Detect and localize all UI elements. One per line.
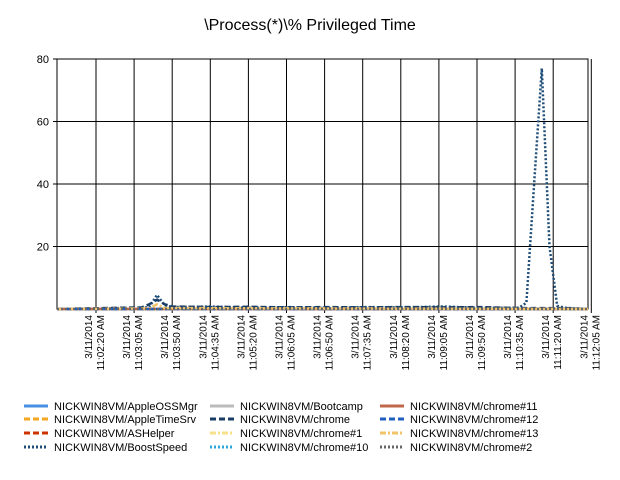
x-tick-date: 3/11/2014	[160, 315, 171, 359]
x-tick-label: 3/11/2014 11:10:35 AM	[503, 315, 526, 371]
y-tick-label: 80	[37, 54, 49, 66]
x-tick-date: 3/11/2014	[275, 315, 286, 359]
x-tick-date: 3/11/2014	[198, 315, 209, 359]
x-tick-time: 11:09:50 AM	[477, 315, 488, 370]
x-tick-date: 3/11/2014	[389, 315, 400, 359]
legend-label: NICKWIN8VM/chrome	[240, 414, 350, 426]
x-tick-label: 3/11/2014 11:09:50 AM	[465, 315, 488, 371]
legend-label: NICKWIN8VM/chrome#10	[240, 442, 368, 454]
y-tick-label: 60	[37, 117, 49, 129]
x-tick-label: 3/11/2014 11:03:05 AM	[122, 315, 145, 371]
x-tick-time: 11:07:35 AM	[363, 315, 374, 370]
legend-item: NICKWIN8VM/chrome#12	[380, 414, 538, 426]
legend-label: NICKWIN8VM/AppleTimeSrv	[54, 414, 197, 426]
legend-label: NICKWIN8VM/ASHelper	[54, 428, 175, 440]
x-tick-time: 11:08:20 AM	[401, 315, 412, 370]
x-tick-label: 3/11/2014 11:12:05 AM	[579, 315, 602, 371]
legend-item: NICKWIN8VM/Bootcamp	[210, 401, 363, 413]
x-tick-date: 3/11/2014	[427, 315, 438, 359]
y-tick-label: 40	[37, 179, 49, 191]
legend-item: NICKWIN8VM/chrome#11	[380, 401, 538, 413]
x-tick-label: 3/11/2014 11:07:35 AM	[351, 315, 374, 371]
x-tick-label: 3/11/2014 11:08:20 AM	[389, 315, 412, 371]
legend-item: NICKWIN8VM/ASHelper	[24, 428, 175, 440]
legend-item: NICKWIN8VM/chrome#10	[210, 442, 368, 454]
x-tick-time: 11:02:20 AM	[96, 315, 107, 370]
legend-label: NICKWIN8VM/chrome#11	[410, 401, 538, 413]
legend-label: NICKWIN8VM/chrome#2	[410, 442, 532, 454]
x-tick-time: 11:05:20 AM	[248, 315, 259, 370]
legend-item: NICKWIN8VM/chrome#1	[210, 428, 362, 440]
x-tick-time: 11:10:35 AM	[515, 315, 526, 370]
x-tick-time: 11:06:05 AM	[287, 315, 298, 370]
legend-item: NICKWIN8VM/BoostSpeed	[24, 442, 187, 454]
legend-label: NICKWIN8VM/chrome#12	[410, 414, 538, 426]
x-tick-time: 11:03:50 AM	[172, 315, 183, 370]
legend: NICKWIN8VM/AppleOSSMgrNICKWIN8VM/AppleTi…	[24, 401, 538, 454]
x-tick-date: 3/11/2014	[351, 315, 362, 359]
x-tick-time: 11:09:05 AM	[439, 315, 450, 370]
x-tick-date: 3/11/2014	[503, 315, 514, 359]
x-tick-date: 3/11/2014	[84, 315, 95, 359]
x-tick-label: 3/11/2014 11:03:50 AM	[160, 315, 183, 371]
x-tick-date: 3/11/2014	[465, 315, 476, 359]
x-tick-label: 3/11/2014 11:11:20 AM	[541, 315, 564, 370]
x-tick-label: 3/11/2014 11:06:05 AM	[275, 315, 298, 371]
x-tick-time: 11:06:50 AM	[325, 315, 336, 370]
x-tick-time: 11:04:35 AM	[210, 315, 221, 370]
y-tick-label: 20	[37, 242, 49, 254]
legend-item: NICKWIN8VM/AppleOSSMgr	[24, 401, 198, 413]
legend-item: NICKWIN8VM/AppleTimeSrv	[24, 414, 197, 426]
chart-title: \Process(*)\% Privileged Time	[204, 17, 416, 34]
x-tick-time: 11:03:05 AM	[134, 315, 145, 370]
x-tick-date: 3/11/2014	[122, 315, 133, 359]
legend-label: NICKWIN8VM/Bootcamp	[240, 401, 363, 413]
x-tick-time: 11:12:05 AM	[591, 315, 602, 370]
legend-label: NICKWIN8VM/AppleOSSMgr	[54, 401, 198, 413]
x-tick-label: 3/11/2014 11:05:20 AM	[236, 315, 259, 371]
x-tick-date: 3/11/2014	[541, 315, 552, 359]
legend-label: NICKWIN8VM/chrome#13	[410, 428, 538, 440]
legend-item: NICKWIN8VM/chrome#2	[380, 442, 532, 454]
x-tick-label: 3/11/2014 11:09:05 AM	[427, 315, 450, 371]
x-tick-label: 3/11/2014 11:06:50 AM	[313, 315, 336, 371]
x-tick-date: 3/11/2014	[579, 315, 590, 359]
x-tick-date: 3/11/2014	[313, 315, 324, 359]
x-tick-label: 3/11/2014 11:02:20 AM	[84, 315, 107, 371]
x-tick-date: 3/11/2014	[236, 315, 247, 359]
x-tick-time: 11:11:20 AM	[553, 315, 564, 370]
legend-label: NICKWIN8VM/BoostSpeed	[54, 442, 187, 454]
series-line	[56, 67, 589, 311]
legend-label: NICKWIN8VM/chrome#1	[240, 428, 362, 440]
x-tick-label: 3/11/2014 11:04:35 AM	[198, 315, 221, 371]
legend-item: NICKWIN8VM/chrome	[210, 414, 350, 426]
legend-item: NICKWIN8VM/chrome#13	[380, 428, 538, 440]
